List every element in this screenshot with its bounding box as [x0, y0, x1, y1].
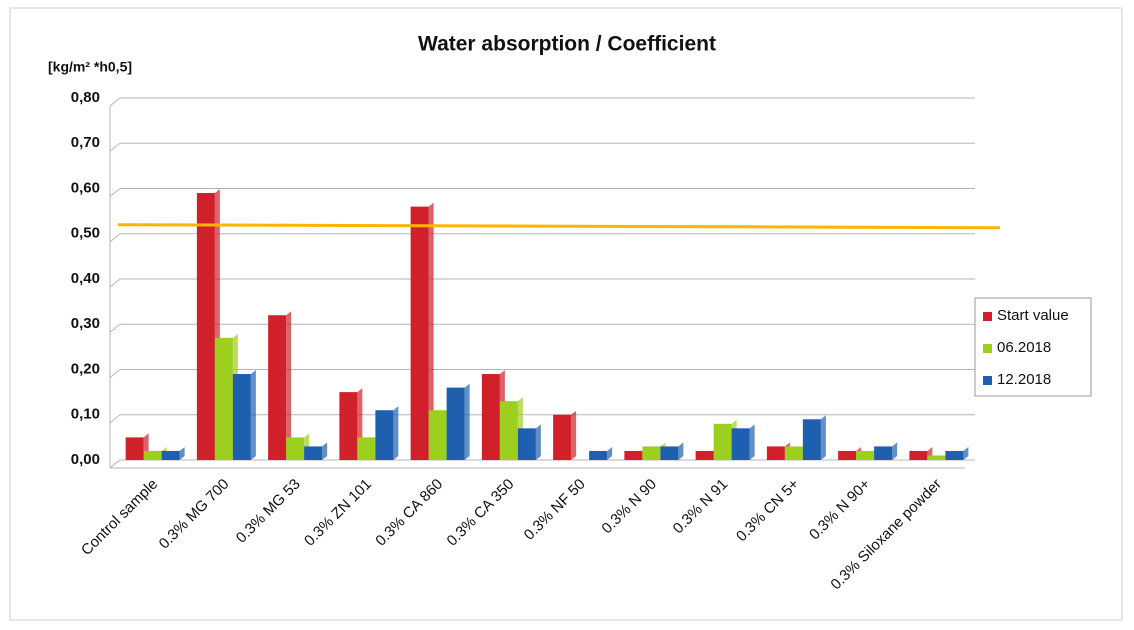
- reference-line: [117, 223, 1001, 230]
- y-tick-label: 0,60: [71, 179, 100, 196]
- bar: [375, 410, 394, 460]
- bar: [339, 392, 358, 460]
- y-axis-label: [kg/m² *h0,5]: [48, 59, 132, 75]
- bar-side: [749, 424, 755, 460]
- bar-side: [678, 442, 684, 460]
- bar-side: [963, 446, 969, 460]
- grid-line-side: [109, 414, 121, 424]
- bar: [196, 193, 215, 460]
- bar-side: [286, 311, 292, 460]
- y-tick-label: 0,50: [71, 225, 100, 242]
- legend-swatch: [983, 344, 992, 353]
- legend-box: [974, 297, 1092, 397]
- bar: [589, 450, 608, 460]
- bar: [642, 446, 661, 460]
- bar-side: [322, 442, 328, 460]
- bar: [766, 446, 785, 460]
- grid-line-side: [109, 369, 121, 378]
- bar: [945, 450, 964, 460]
- y-tick-label: 0,00: [71, 451, 100, 468]
- bar: [232, 374, 251, 460]
- bar: [481, 374, 500, 460]
- y-tick-label: 0,10: [71, 406, 100, 423]
- bar: [286, 437, 305, 460]
- bar-side: [820, 415, 826, 460]
- bar: [927, 455, 946, 460]
- y-tick-label: 0,30: [71, 315, 100, 332]
- grid-line-side: [109, 459, 121, 469]
- bar: [874, 446, 893, 460]
- grid-line-side: [109, 323, 121, 333]
- grid-line-side: [109, 188, 121, 197]
- y-tick-label: 0,20: [71, 360, 100, 377]
- chart-frame: [9, 7, 1123, 621]
- bar: [499, 401, 518, 460]
- bar: [909, 450, 928, 460]
- bar: [856, 450, 875, 460]
- bar: [713, 423, 732, 460]
- bar: [660, 446, 679, 460]
- legend-label: 06.2018: [997, 339, 1051, 356]
- bar-side: [179, 446, 185, 460]
- legend-swatch: [983, 312, 992, 321]
- bar: [410, 206, 429, 460]
- grid-line-side: [109, 278, 121, 288]
- bar-side: [393, 406, 399, 460]
- bar: [125, 437, 144, 460]
- grid-line-side: [109, 233, 121, 243]
- bar: [357, 437, 376, 460]
- bar: [161, 450, 180, 460]
- y-tick-label: 0,70: [71, 134, 100, 151]
- bar: [428, 410, 447, 460]
- grid-line-side: [109, 97, 121, 107]
- bar: [214, 337, 233, 460]
- bar: [802, 419, 821, 460]
- chart-title: Water absorption / Coefficient: [418, 33, 716, 56]
- bar: [517, 428, 536, 460]
- y-tick-label: 0,80: [71, 89, 100, 106]
- legend-label: Start value: [997, 307, 1069, 324]
- bar-side: [607, 446, 613, 460]
- legend-swatch: [983, 376, 992, 385]
- bar-side: [535, 424, 541, 460]
- bar: [553, 414, 572, 460]
- bar-side: [464, 383, 470, 460]
- bar: [143, 450, 162, 460]
- bar-side: [571, 410, 577, 460]
- bar-side: [250, 370, 256, 460]
- bar: [784, 446, 803, 460]
- bar: [304, 446, 323, 460]
- bar-side: [892, 442, 898, 460]
- bar: [446, 387, 465, 460]
- bar: [624, 450, 643, 460]
- y-tick-label: 0,40: [71, 270, 100, 287]
- bar: [695, 450, 714, 460]
- bar: [838, 450, 857, 460]
- bar: [268, 315, 287, 460]
- bar: [731, 428, 750, 460]
- bar-side: [428, 202, 434, 460]
- grid-line-side: [109, 142, 121, 152]
- legend-label: 12.2018: [997, 371, 1051, 388]
